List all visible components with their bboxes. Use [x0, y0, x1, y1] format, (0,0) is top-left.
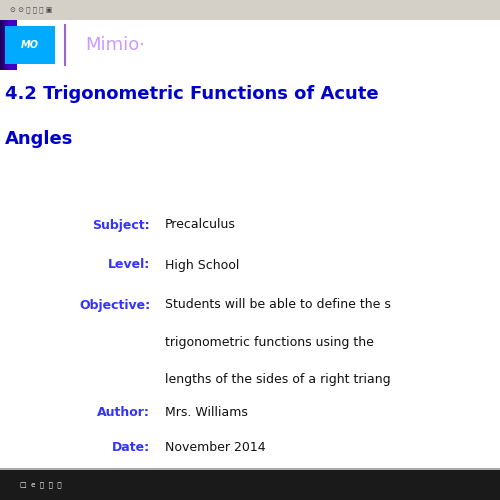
- Bar: [5, 20, 13, 70]
- Text: □  e  🗂  🗃  🔵: □ e 🗂 🗃 🔵: [20, 482, 61, 488]
- Bar: [4, 20, 13, 70]
- Text: High School: High School: [165, 258, 240, 272]
- Bar: [8, 20, 16, 70]
- Bar: [0, 20, 8, 70]
- Text: 4.2 Trigonometric Functions of Acute: 4.2 Trigonometric Functions of Acute: [5, 85, 378, 103]
- Bar: [3, 20, 11, 70]
- Bar: [3, 20, 12, 70]
- Bar: [6, 20, 14, 70]
- Bar: [2, 20, 10, 70]
- Text: Angles: Angles: [5, 130, 73, 148]
- Bar: [8, 20, 16, 70]
- Text: Date:: Date:: [112, 441, 150, 454]
- Bar: [2, 20, 10, 70]
- Text: Objective:: Objective:: [79, 298, 150, 312]
- Text: Subject:: Subject:: [92, 218, 150, 232]
- Text: Precalculus: Precalculus: [165, 218, 236, 232]
- Bar: [2, 20, 10, 70]
- Bar: [0, 20, 8, 70]
- Bar: [4, 20, 12, 70]
- Bar: [1, 20, 10, 70]
- Bar: [4, 20, 12, 70]
- Bar: [7, 20, 16, 70]
- FancyBboxPatch shape: [0, 0, 500, 20]
- Text: Students will be able to define the s: Students will be able to define the s: [165, 298, 391, 312]
- Bar: [8, 20, 16, 70]
- Bar: [1, 20, 9, 70]
- Bar: [0, 20, 8, 70]
- Bar: [5, 20, 14, 70]
- Text: Mimio·: Mimio·: [85, 36, 145, 54]
- Bar: [0, 468, 500, 470]
- Bar: [8, 20, 16, 70]
- Bar: [4, 20, 12, 70]
- Bar: [6, 20, 14, 70]
- Bar: [6, 20, 14, 70]
- Bar: [7, 20, 15, 70]
- Bar: [6, 20, 14, 70]
- Bar: [6, 20, 14, 70]
- Bar: [8, 20, 16, 70]
- Bar: [1, 20, 10, 70]
- FancyBboxPatch shape: [0, 470, 500, 500]
- Bar: [4, 20, 13, 70]
- Text: trigonometric functions using the: trigonometric functions using the: [165, 336, 374, 349]
- Bar: [5, 20, 14, 70]
- Bar: [0, 20, 9, 70]
- Bar: [2, 20, 10, 70]
- Text: ⊙ ⊙ 🔍 🔍 🔍 ▣: ⊙ ⊙ 🔍 🔍 🔍 ▣: [10, 6, 52, 14]
- Text: lengths of the sides of a right triang: lengths of the sides of a right triang: [165, 374, 390, 386]
- Text: Level:: Level:: [108, 258, 150, 272]
- Text: MO: MO: [21, 40, 39, 50]
- FancyBboxPatch shape: [5, 26, 55, 64]
- Bar: [4, 20, 12, 70]
- Bar: [6, 20, 14, 70]
- Bar: [2, 20, 11, 70]
- Bar: [6, 20, 14, 70]
- Bar: [8, 20, 16, 70]
- Bar: [6, 20, 15, 70]
- Bar: [2, 20, 10, 70]
- Bar: [4, 20, 12, 70]
- Bar: [4, 20, 12, 70]
- Bar: [3, 20, 12, 70]
- Bar: [2, 20, 10, 70]
- Bar: [3, 20, 11, 70]
- Bar: [2, 20, 11, 70]
- Bar: [7, 20, 16, 70]
- Bar: [6, 20, 14, 70]
- Bar: [4, 20, 12, 70]
- Bar: [6, 20, 14, 70]
- Text: Mrs. Williams: Mrs. Williams: [165, 406, 248, 419]
- Text: Author:: Author:: [97, 406, 150, 419]
- Bar: [0, 20, 9, 70]
- Bar: [4, 20, 13, 70]
- Bar: [0, 20, 9, 70]
- Bar: [6, 20, 15, 70]
- Bar: [4, 20, 12, 70]
- Bar: [7, 20, 16, 70]
- Bar: [2, 20, 10, 70]
- Text: November 2014: November 2014: [165, 441, 266, 454]
- Bar: [8, 20, 16, 70]
- Bar: [1, 20, 10, 70]
- Bar: [2, 20, 10, 70]
